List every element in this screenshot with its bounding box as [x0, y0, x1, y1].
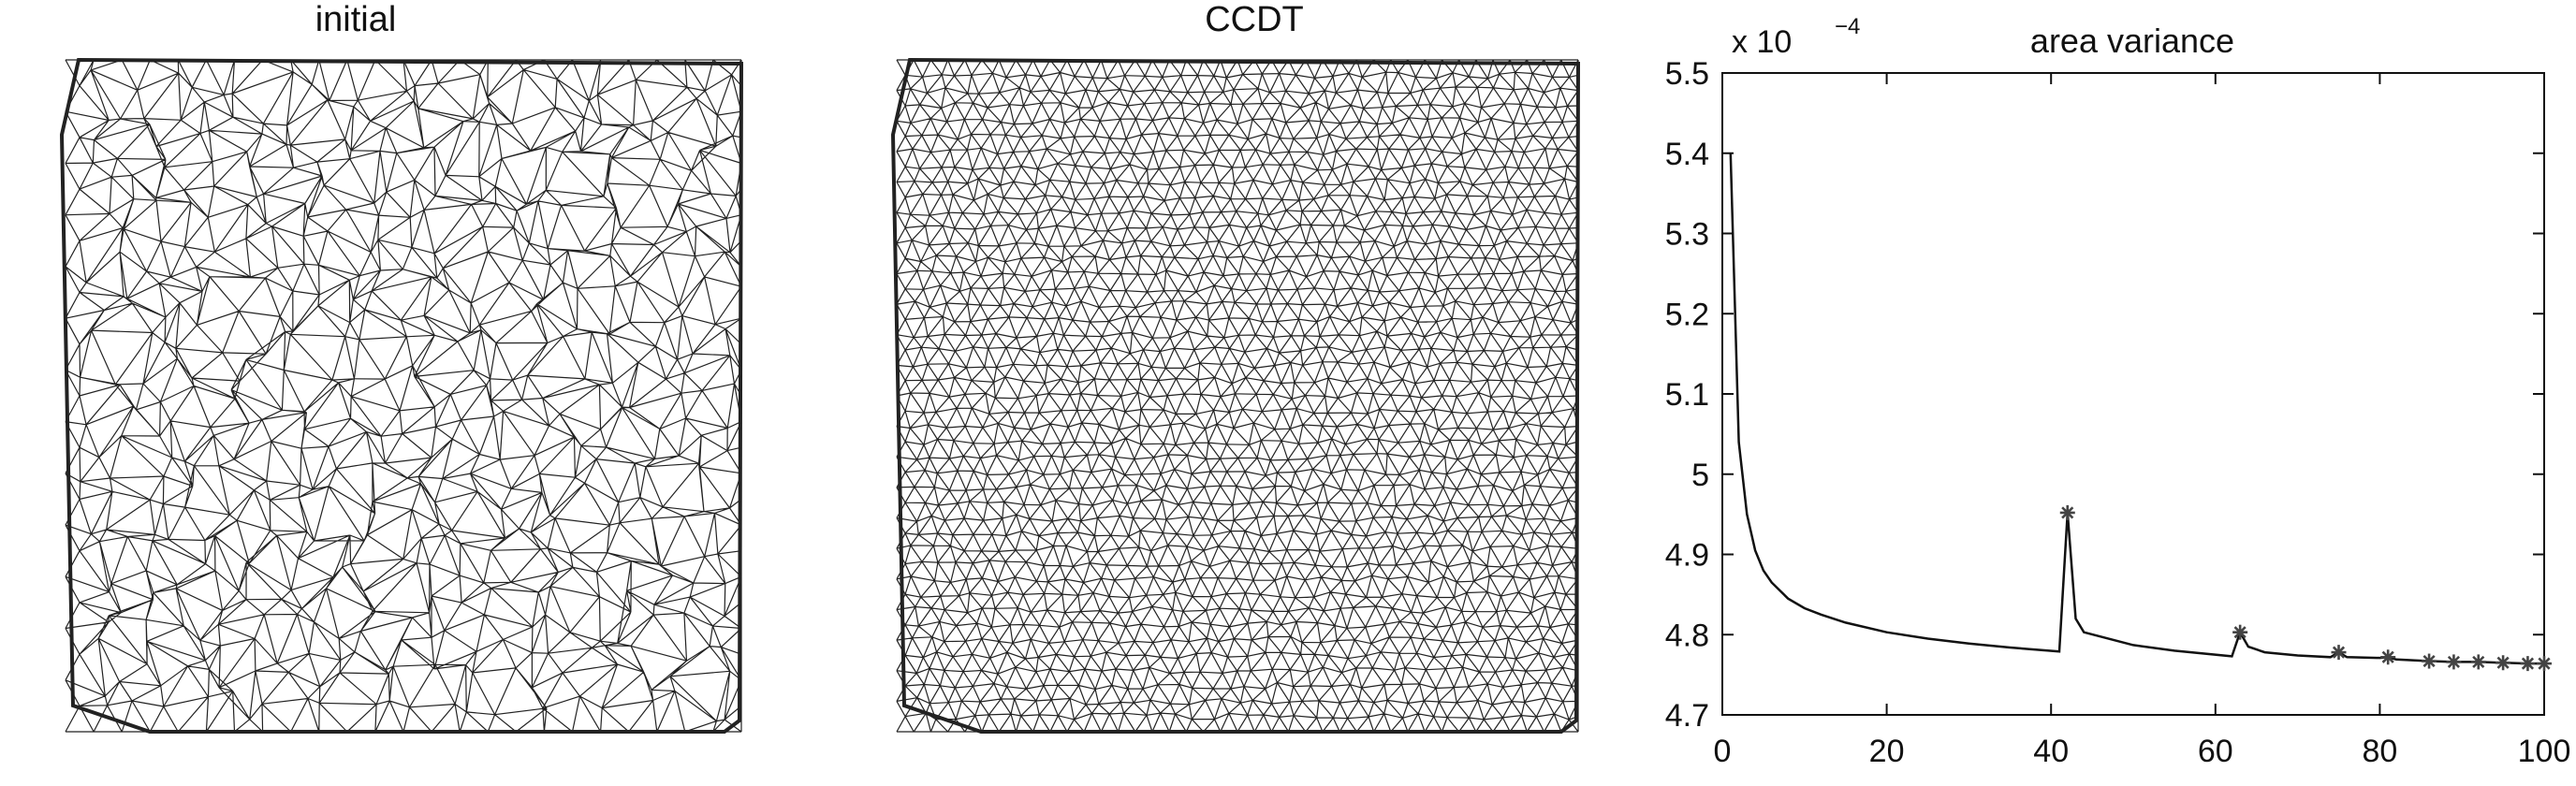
y-tick-label: 5.1: [1665, 377, 1709, 413]
y-tick-label: 5: [1691, 458, 1709, 493]
y-exponent-label: x 10: [1732, 24, 1792, 60]
y-tick-label: 4.8: [1665, 618, 1709, 653]
series-line: [1729, 153, 2544, 665]
x-tick-label: 100: [2518, 734, 2571, 769]
star-marker: [2496, 655, 2511, 671]
x-tick-label: 0: [1714, 734, 1732, 769]
y-tick-label: 5.5: [1665, 56, 1709, 92]
star-marker: [2520, 656, 2536, 672]
chart-title: area variance: [2030, 22, 2234, 60]
star-marker: [2331, 645, 2347, 661]
star-marker: [2470, 654, 2486, 670]
y-tick-label: 5.4: [1665, 137, 1709, 172]
star-marker: [2232, 624, 2248, 640]
star-marker: [2537, 656, 2552, 672]
initial-mesh-title: initial: [315, 0, 397, 39]
x-tick-label: 80: [2362, 734, 2397, 769]
y-tick-label: 5.3: [1665, 217, 1709, 253]
y-tick-label: 4.7: [1665, 698, 1709, 734]
plot-frame: [1721, 72, 2545, 716]
star-marker: [2380, 649, 2396, 665]
y-exponent-power: −4: [1835, 14, 1860, 39]
star-marker: [2059, 504, 2075, 520]
y-tick-label: 5.2: [1665, 297, 1709, 332]
x-tick-label: 40: [2033, 734, 2069, 769]
x-tick-label: 20: [1869, 734, 1905, 769]
ccdt-mesh-title: CCDT: [1205, 0, 1304, 39]
x-tick-label: 60: [2198, 734, 2233, 769]
star-marker: [2446, 654, 2462, 670]
star-marker: [2422, 653, 2437, 669]
y-tick-label: 4.9: [1665, 538, 1709, 574]
